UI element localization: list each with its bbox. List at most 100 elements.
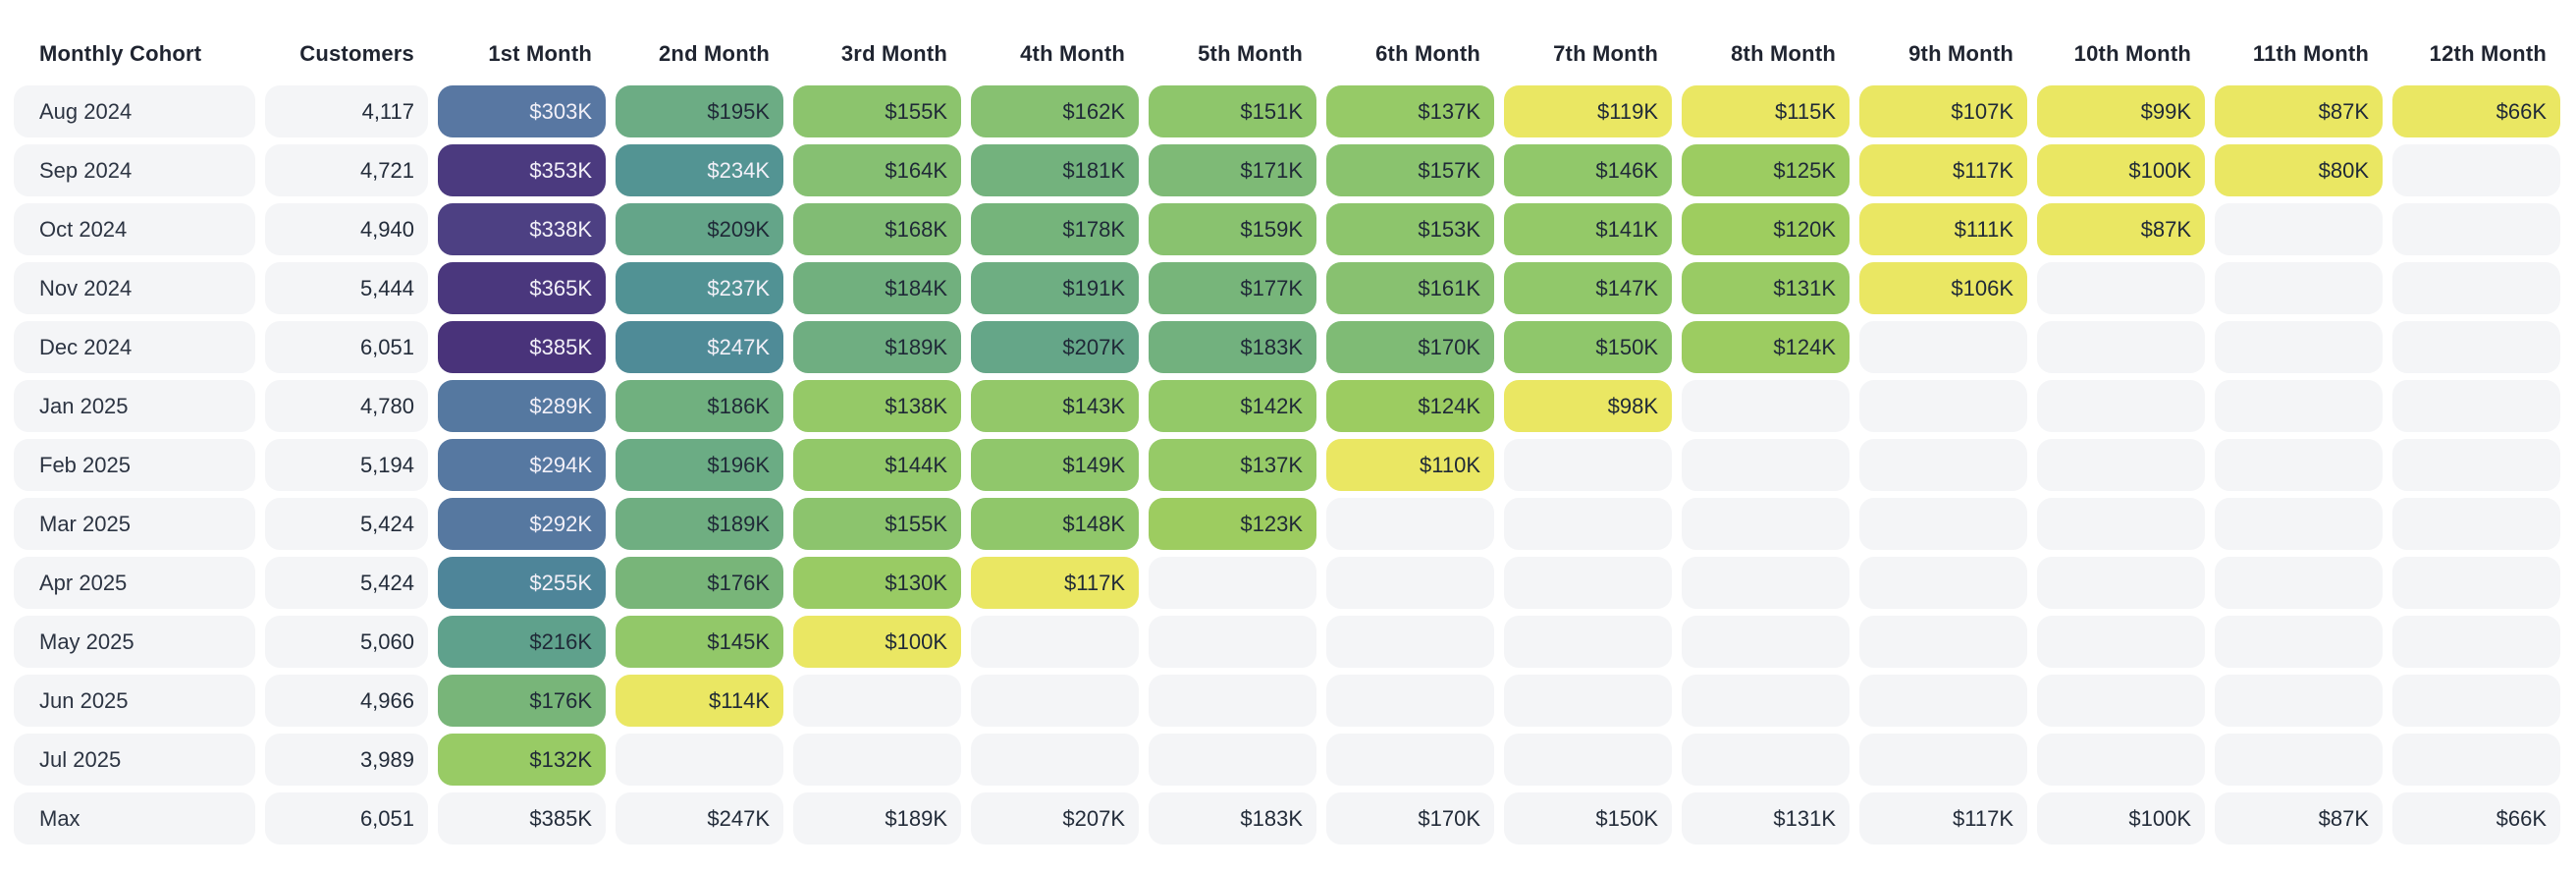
cohort-label-cell: Mar 2025: [14, 498, 255, 550]
heatmap-value-cell: $195K: [616, 85, 783, 137]
column-header-monthly-cohort: Monthly Cohort: [39, 41, 202, 66]
empty-cell: [1859, 321, 2027, 373]
empty-cell: [2215, 498, 2383, 550]
heatmap-value-cell: $146K: [1504, 144, 1672, 196]
heatmap-value-cell: $155K: [793, 498, 961, 550]
empty-cell: [793, 675, 961, 727]
cohort-heatmap-table: Monthly Cohort Customers 1st Month 2nd Mont…: [14, 41, 2560, 845]
empty-cell: [2215, 734, 2383, 786]
max-value-cell: $189K: [793, 792, 961, 845]
empty-cell: [971, 675, 1139, 727]
heatmap-value-cell: $87K: [2215, 85, 2383, 137]
column-header-month-2: 2nd Month: [659, 41, 770, 66]
heatmap-value-cell: $247K: [616, 321, 783, 373]
empty-cell: [2392, 262, 2560, 314]
column-header-month-11: 11th Month: [2252, 41, 2369, 66]
empty-cell: [2392, 498, 2560, 550]
empty-cell: [616, 734, 783, 786]
customers-cell: 5,424: [265, 557, 428, 609]
heatmap-value-cell: $98K: [1504, 380, 1672, 432]
heatmap-value-cell: $170K: [1326, 321, 1494, 373]
heatmap-value-cell: $186K: [616, 380, 783, 432]
empty-cell: [1326, 675, 1494, 727]
empty-cell: [2037, 616, 2205, 668]
empty-cell: [2392, 380, 2560, 432]
cohort-label-cell: Dec 2024: [14, 321, 255, 373]
column-header-month-6: 6th Month: [1375, 41, 1480, 66]
heatmap-value-cell: $141K: [1504, 203, 1672, 255]
heatmap-value-cell: $100K: [793, 616, 961, 668]
column-header-month-8: 8th Month: [1731, 41, 1836, 66]
empty-cell: [1504, 616, 1672, 668]
customers-cell: 5,424: [265, 498, 428, 550]
cohort-label-cell: Jul 2025: [14, 734, 255, 786]
empty-cell: [2392, 557, 2560, 609]
empty-cell: [2392, 321, 2560, 373]
column-header-month-12: 12th Month: [2429, 41, 2547, 66]
empty-cell: [1504, 439, 1672, 491]
heatmap-value-cell: $137K: [1326, 85, 1494, 137]
heatmap-value-cell: $176K: [438, 675, 606, 727]
cohort-label-cell: Feb 2025: [14, 439, 255, 491]
heatmap-value-cell: $162K: [971, 85, 1139, 137]
heatmap-value-cell: $80K: [2215, 144, 2383, 196]
empty-cell: [2037, 498, 2205, 550]
heatmap-value-cell: $142K: [1149, 380, 1316, 432]
heatmap-value-cell: $148K: [971, 498, 1139, 550]
empty-cell: [1682, 734, 1850, 786]
heatmap-value-cell: $153K: [1326, 203, 1494, 255]
heatmap-value-cell: $178K: [971, 203, 1139, 255]
heatmap-value-cell: $119K: [1504, 85, 1672, 137]
empty-cell: [2392, 734, 2560, 786]
heatmap-value-cell: $155K: [793, 85, 961, 137]
column-header-month-10: 10th Month: [2073, 41, 2191, 66]
max-value-cell: $150K: [1504, 792, 1672, 845]
heatmap-value-cell: $147K: [1504, 262, 1672, 314]
empty-cell: [2392, 203, 2560, 255]
customers-cell: 4,966: [265, 675, 428, 727]
empty-cell: [2037, 262, 2205, 314]
empty-cell: [1859, 616, 2027, 668]
heatmap-value-cell: $137K: [1149, 439, 1316, 491]
empty-cell: [2215, 557, 2383, 609]
empty-cell: [793, 734, 961, 786]
heatmap-value-cell: $303K: [438, 85, 606, 137]
heatmap-value-cell: $130K: [793, 557, 961, 609]
heatmap-value-cell: $338K: [438, 203, 606, 255]
customers-cell: 4,117: [265, 85, 428, 137]
heatmap-value-cell: $176K: [616, 557, 783, 609]
heatmap-value-cell: $117K: [1859, 144, 2027, 196]
heatmap-value-cell: $209K: [616, 203, 783, 255]
column-header-customers: Customers: [299, 41, 414, 66]
empty-cell: [2215, 616, 2383, 668]
empty-cell: [1149, 557, 1316, 609]
empty-cell: [1859, 734, 2027, 786]
heatmap-value-cell: $107K: [1859, 85, 2027, 137]
column-header-month-1: 1st Month: [488, 41, 592, 66]
customers-cell: 6,051: [265, 321, 428, 373]
heatmap-value-cell: $124K: [1326, 380, 1494, 432]
column-header-month-3: 3rd Month: [840, 41, 947, 66]
heatmap-value-cell: $106K: [1859, 262, 2027, 314]
heatmap-value-cell: $111K: [1859, 203, 2027, 255]
empty-cell: [1149, 734, 1316, 786]
heatmap-value-cell: $171K: [1149, 144, 1316, 196]
heatmap-value-cell: $191K: [971, 262, 1139, 314]
empty-cell: [1682, 675, 1850, 727]
empty-cell: [1504, 734, 1672, 786]
empty-cell: [1859, 675, 2027, 727]
heatmap-value-cell: $144K: [793, 439, 961, 491]
empty-cell: [1326, 616, 1494, 668]
heatmap-value-cell: $143K: [971, 380, 1139, 432]
heatmap-value-cell: $151K: [1149, 85, 1316, 137]
empty-cell: [1859, 498, 2027, 550]
empty-cell: [1504, 557, 1672, 609]
empty-cell: [1326, 734, 1494, 786]
empty-cell: [2037, 380, 2205, 432]
empty-cell: [1149, 616, 1316, 668]
max-value-cell: $66K: [2392, 792, 2560, 845]
empty-cell: [1504, 675, 1672, 727]
max-value-cell: $183K: [1149, 792, 1316, 845]
empty-cell: [1504, 498, 1672, 550]
max-value-cell: $131K: [1682, 792, 1850, 845]
